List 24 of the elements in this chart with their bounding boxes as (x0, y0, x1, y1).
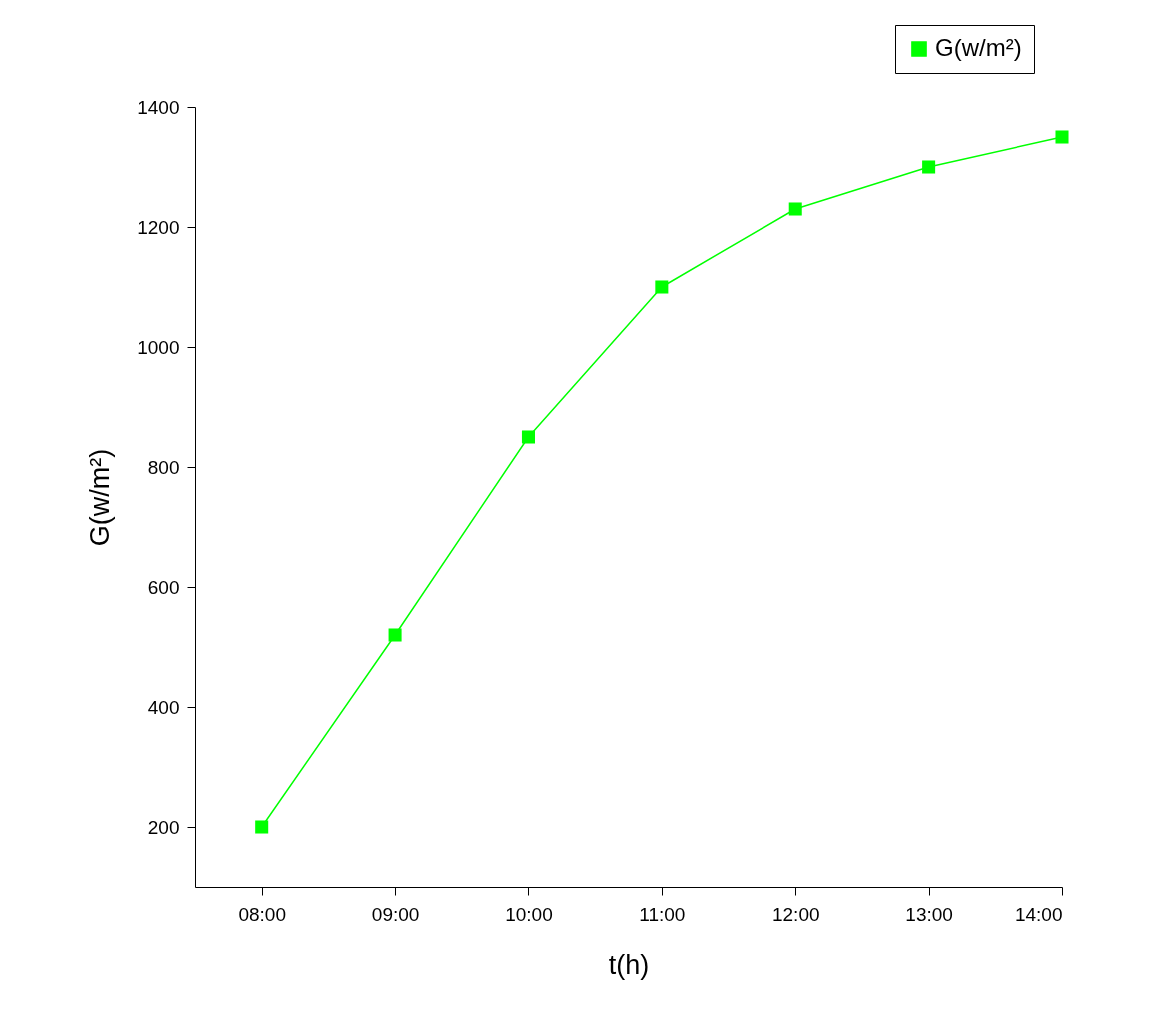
point (922, 160, 936, 174)
y-tick-label: 1000 (137, 336, 180, 358)
point (788, 202, 802, 216)
legend-label: G(w/m²) (935, 34, 1022, 61)
x-tick-label: 12:00 (771, 903, 820, 925)
x-axis-title: t(h) (608, 949, 650, 980)
point (521, 430, 535, 444)
point (388, 628, 402, 642)
y-axis-title: G(w/m²) (85, 448, 116, 547)
x-tick-label: 13:00 (905, 903, 953, 925)
y-tick-label: 1400 (137, 96, 180, 118)
point (655, 280, 669, 294)
y-tick-label: 800 (147, 456, 180, 478)
y-tick-label: 200 (147, 816, 180, 838)
point (255, 820, 269, 834)
x-tick-label: 14:00 (1014, 903, 1063, 925)
y-tick-label: 1200 (137, 216, 180, 238)
y-tick-label: 600 (147, 576, 180, 598)
point (1055, 130, 1069, 144)
x-tick-label: 10:00 (505, 903, 553, 925)
y-tick-label: 400 (147, 696, 180, 718)
x-tick-label: 11:00 (639, 903, 686, 925)
x-tick-label: 08:00 (238, 903, 286, 925)
x-tick-label: 09:00 (371, 903, 420, 925)
